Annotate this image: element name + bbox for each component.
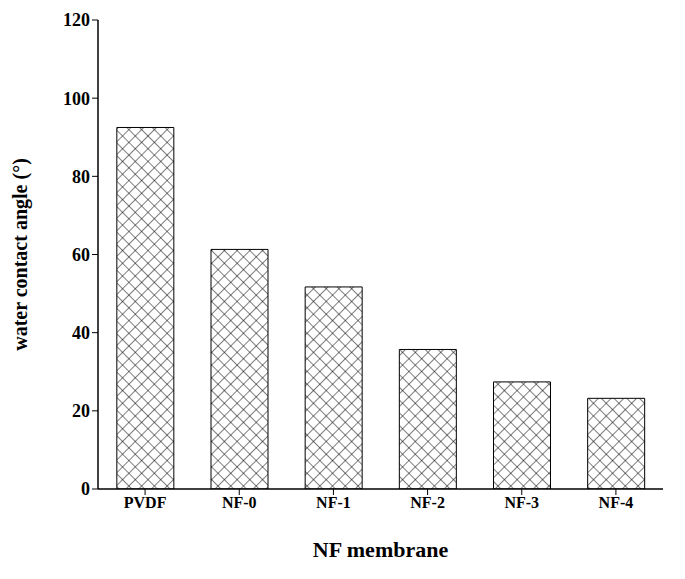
svg-text:NF-4: NF-4 [599, 494, 634, 511]
svg-text:0: 0 [81, 479, 90, 499]
svg-text:20: 20 [72, 401, 90, 421]
svg-text:NF-2: NF-2 [410, 494, 445, 511]
svg-text:NF-1: NF-1 [316, 494, 351, 511]
svg-text:120: 120 [63, 10, 90, 30]
svg-text:PVDF: PVDF [124, 494, 167, 511]
svg-text:water contact angle (°): water contact angle (°) [9, 158, 32, 351]
svg-text:NF membrane: NF membrane [313, 537, 449, 562]
svg-text:NF-3: NF-3 [504, 494, 539, 511]
svg-text:60: 60 [72, 245, 90, 265]
svg-text:100: 100 [63, 89, 90, 109]
svg-text:NF-0: NF-0 [222, 494, 257, 511]
svg-text:80: 80 [72, 167, 90, 187]
svg-text:40: 40 [72, 323, 90, 343]
